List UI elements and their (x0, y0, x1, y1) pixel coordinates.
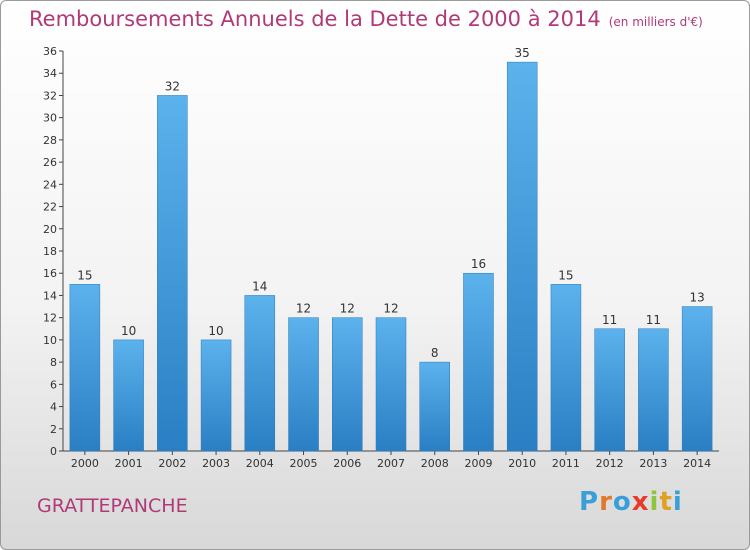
y-tick-label: 28 (43, 134, 57, 147)
y-tick-label: 22 (43, 201, 57, 214)
bar (419, 361, 450, 452)
data-label: 14 (252, 279, 267, 293)
y-tick-label: 12 (43, 312, 57, 325)
y-tick-label: 34 (43, 67, 57, 80)
data-label: 11 (602, 313, 617, 327)
logo-letter: P (579, 487, 600, 517)
x-tick-label: 2011 (552, 457, 580, 470)
data-label: 10 (121, 324, 136, 338)
chart-title-block: Remboursements Annuels de la Dette de 20… (29, 7, 703, 31)
x-tick-label: 2008 (421, 457, 449, 470)
x-tick-label: 2000 (71, 457, 99, 470)
x-tick-label: 2010 (508, 457, 536, 470)
x-tick-label: 2003 (202, 457, 230, 470)
y-tick-label: 10 (43, 334, 57, 347)
bar (375, 317, 407, 452)
y-tick-label: 20 (43, 223, 57, 236)
x-tick-label: 2006 (333, 457, 361, 470)
data-label: 12 (383, 302, 398, 316)
chart-title: Remboursements Annuels de la Dette de 20… (29, 7, 601, 31)
data-label: 32 (165, 79, 180, 93)
bar (638, 328, 669, 452)
bar (244, 295, 276, 452)
x-tick-label: 2013 (639, 457, 667, 470)
logo-letter: i (672, 487, 683, 517)
data-label: 12 (296, 302, 311, 316)
proxiti-logo: Proxiti (579, 487, 683, 517)
y-tick-label: 32 (43, 89, 57, 102)
y-tick-label: 24 (43, 178, 57, 191)
y-tick-label: 4 (50, 401, 57, 414)
y-tick-label: 16 (43, 267, 57, 280)
data-label: 16 (471, 257, 486, 271)
bar (288, 317, 319, 452)
logo-letter: o (612, 487, 632, 517)
x-tick-label: 2005 (290, 457, 318, 470)
logo-letter: r (599, 487, 613, 517)
y-tick-label: 18 (43, 245, 57, 258)
bar (681, 306, 713, 452)
y-tick-label: 36 (43, 45, 57, 58)
x-tick-label: 2002 (158, 457, 186, 470)
commune-name: GRATTEPANCHE (37, 495, 188, 517)
data-label: 10 (208, 324, 223, 338)
logo-letter: i (649, 487, 660, 517)
x-tick-label: 2004 (246, 457, 274, 470)
data-label: 13 (689, 291, 704, 305)
bar (594, 328, 625, 452)
bar (113, 339, 144, 452)
y-tick-label: 14 (43, 289, 57, 302)
x-tick-label: 2009 (464, 457, 492, 470)
y-tick-label: 26 (43, 156, 57, 169)
bar (550, 284, 582, 452)
y-tick-label: 0 (50, 445, 57, 458)
x-tick-label: 2001 (115, 457, 143, 470)
bar (69, 284, 101, 452)
y-tick-label: 2 (50, 423, 57, 436)
data-label: 8 (431, 346, 439, 360)
bar (157, 95, 188, 452)
bar (506, 61, 538, 452)
data-label: 15 (558, 268, 573, 282)
y-tick-label: 8 (50, 356, 57, 369)
data-label: 35 (515, 46, 530, 60)
logo-letter: t (659, 487, 673, 517)
logo-letter: x (631, 487, 650, 517)
bar (463, 272, 494, 452)
bar (200, 339, 232, 452)
chart-subtitle: (en milliers d'€) (608, 15, 703, 29)
data-label: 11 (646, 313, 661, 327)
y-tick-label: 6 (50, 378, 57, 391)
x-tick-label: 2012 (596, 457, 624, 470)
y-tick-label: 30 (43, 112, 57, 125)
data-label: 12 (340, 302, 355, 316)
data-label: 15 (77, 268, 92, 282)
bar (332, 317, 363, 452)
x-tick-label: 2007 (377, 457, 405, 470)
x-tick-label: 2014 (683, 457, 711, 470)
